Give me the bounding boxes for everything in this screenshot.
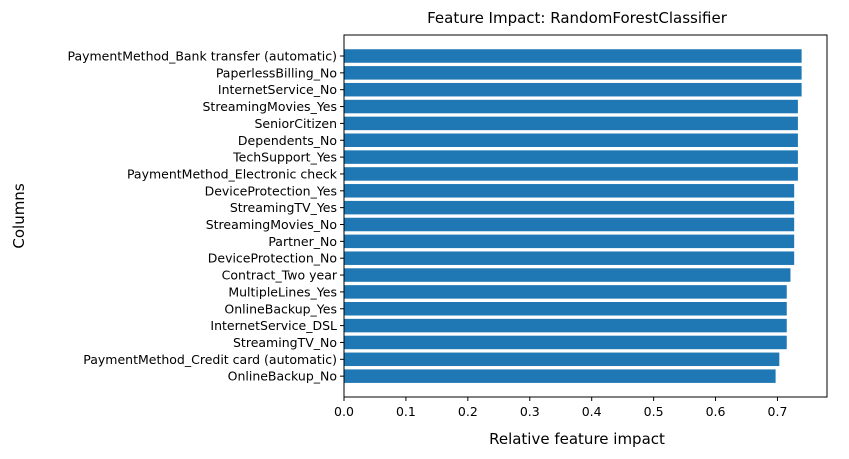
bar bbox=[344, 302, 787, 316]
plot-frame bbox=[343, 34, 828, 398]
y-tick-label: PaymentMethod_Bank transfer (automatic) bbox=[67, 49, 337, 64]
x-tick-label: 0.4 bbox=[582, 404, 602, 419]
bar bbox=[344, 318, 787, 333]
x-tick-label: 0.7 bbox=[768, 404, 788, 419]
bar bbox=[344, 99, 798, 114]
y-tick-label: StreamingTV_Yes bbox=[230, 200, 337, 215]
y-tick-label: OnlineBackup_Yes bbox=[224, 301, 337, 316]
y-tick-label: MultipleLines_Yes bbox=[228, 284, 337, 299]
chart-title: Feature Impact: RandomForestClassifier bbox=[427, 9, 728, 27]
y-tick-label: Dependents_No bbox=[238, 133, 337, 148]
y-tick-label: OnlineBackup_No bbox=[228, 369, 337, 384]
x-tick-label: 0.2 bbox=[458, 404, 478, 419]
bar bbox=[344, 285, 787, 299]
bar bbox=[344, 133, 798, 147]
bar bbox=[344, 150, 798, 164]
bar bbox=[344, 49, 802, 63]
x-axis-label: Relative feature impact bbox=[489, 430, 665, 448]
x-tick-label: 0.6 bbox=[706, 404, 726, 419]
y-tick-label: Partner_No bbox=[268, 234, 337, 249]
bar bbox=[344, 82, 802, 97]
bars-group bbox=[344, 49, 802, 383]
x-tick-label: 0.3 bbox=[520, 404, 540, 419]
y-tick-label: PaymentMethod_Credit card (automatic) bbox=[83, 352, 337, 367]
y-tick-label: PaperlessBilling_No bbox=[216, 65, 337, 80]
y-tick-label: DeviceProtection_No bbox=[208, 251, 337, 266]
y-tick-label: TechSupport_Yes bbox=[232, 150, 337, 165]
bar bbox=[344, 369, 776, 383]
bar bbox=[344, 200, 795, 215]
bar bbox=[344, 335, 787, 350]
bar bbox=[344, 184, 795, 198]
x-tick-group: 0.0 0.1 0.2 0.3 0.4 0.5 0.6 0.7 bbox=[334, 397, 787, 419]
bar bbox=[344, 66, 802, 80]
y-tick-label: PaymentMethod_Electronic check bbox=[127, 166, 338, 181]
y-tick-label: StreamingMovies_No bbox=[206, 217, 337, 232]
y-tick-label: InternetService_DSL bbox=[210, 318, 337, 333]
bar bbox=[344, 217, 795, 232]
y-axis-label: Columns bbox=[10, 183, 28, 248]
y-tick-label: StreamingMovies_Yes bbox=[203, 99, 338, 114]
y-tick-label: SeniorCitizen bbox=[254, 116, 337, 131]
bar bbox=[344, 167, 798, 181]
bar bbox=[344, 352, 780, 367]
x-tick-label: 0.1 bbox=[396, 404, 416, 419]
bar bbox=[344, 268, 791, 282]
bar bbox=[344, 116, 798, 131]
y-tick-group: PaymentMethod_Bank transfer (automatic)P… bbox=[67, 49, 344, 384]
bar bbox=[344, 234, 795, 249]
x-tick-label: 0.0 bbox=[334, 404, 354, 419]
y-tick-label: StreamingTV_No bbox=[233, 335, 337, 350]
y-tick-label: Contract_Two year bbox=[222, 268, 338, 283]
y-tick-label: InternetService_No bbox=[218, 82, 337, 97]
x-tick-label: 0.5 bbox=[644, 404, 664, 419]
y-tick-label: DeviceProtection_Yes bbox=[205, 183, 337, 198]
bar bbox=[344, 251, 795, 265]
